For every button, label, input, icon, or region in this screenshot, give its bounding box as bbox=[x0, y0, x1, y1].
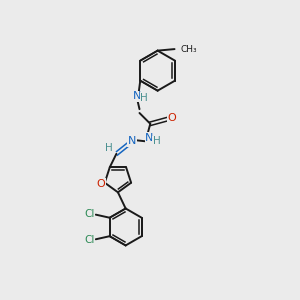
Text: H: H bbox=[153, 136, 160, 146]
Text: H: H bbox=[140, 93, 148, 103]
Text: CH₃: CH₃ bbox=[181, 45, 197, 54]
Text: N: N bbox=[145, 133, 154, 142]
Text: N: N bbox=[133, 91, 141, 101]
Text: N: N bbox=[128, 136, 136, 146]
Text: H: H bbox=[105, 143, 112, 153]
Text: Cl: Cl bbox=[84, 209, 95, 219]
Text: Cl: Cl bbox=[84, 235, 95, 245]
Text: O: O bbox=[97, 178, 105, 188]
Text: O: O bbox=[167, 113, 176, 123]
